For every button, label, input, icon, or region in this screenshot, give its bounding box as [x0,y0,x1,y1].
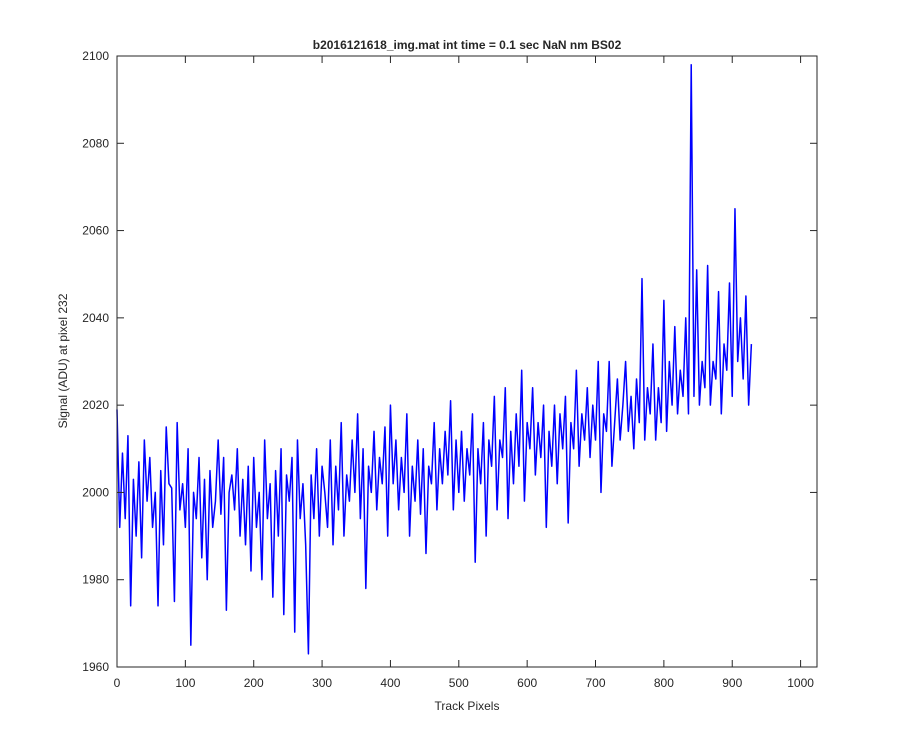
y-tick-label: 2000 [82,485,109,499]
y-axis-label: Signal (ADU) at pixel 232 [56,293,70,428]
y-tick-label: 1980 [82,573,109,587]
data-series-line-0 [116,63,753,655]
y-tick-label: 2040 [82,311,109,325]
x-tick-label: 200 [244,676,264,690]
y-tick-label: 2060 [82,224,109,238]
y-axis: 1960 1980 2000 2020 2040 2060 2080 2100 [82,49,817,674]
x-tick-label: 500 [449,676,469,690]
x-tick-label: 800 [654,676,674,690]
x-axis-label: Track Pixels [435,699,500,713]
x-axis: 0 100 200 300 400 500 600 700 800 900 1000 [114,56,814,690]
axes-box [116,55,818,668]
y-tick-label: 2100 [82,49,109,63]
x-tick-label: 900 [722,676,742,690]
y-tick-label: 2020 [82,398,109,412]
x-tick-label: 700 [586,676,606,690]
x-tick-label: 400 [380,676,400,690]
x-tick-label: 1000 [787,676,814,690]
x-tick-label: 100 [175,676,195,690]
y-tick-label: 1960 [82,660,109,674]
plot-area [116,63,753,655]
chart-title: b2016121618_img.mat int time = 0.1 sec N… [313,38,622,52]
x-tick-label: 600 [517,676,537,690]
x-tick-label: 300 [312,676,332,690]
x-tick-label: 0 [114,676,121,690]
y-tick-label: 2080 [82,136,109,150]
